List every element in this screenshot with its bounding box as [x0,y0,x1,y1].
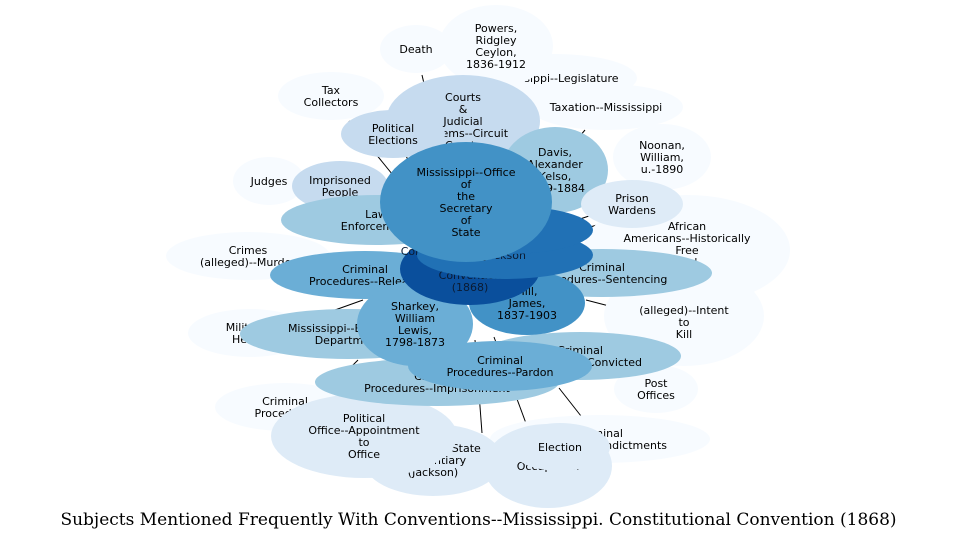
node-political-office: Political Office--Appointment to Office [271,394,457,478]
node-label: Political Office--Appointment to Office [308,412,420,461]
node-election: Election [510,423,610,471]
edge-line [334,299,364,311]
bubbles-layer: Crimes(alleged)--IntenttoKillAfricanAmer… [166,5,790,508]
node-label: Imprisoned People [309,174,371,199]
node-bubble [278,72,384,120]
node-hub: Mississippi--Office of the Secretary of State [380,142,552,262]
node-bubble [380,25,452,73]
node-label: Powers, Ridgley Ceylon, 1836-1912 [466,22,526,71]
node-label: Noonan, William, u.-1890 [639,139,685,176]
node-label: Prison Wardens [608,192,656,217]
node-bubble [510,423,610,471]
node-label: Mississippi--Office of the Secretary of State [417,166,516,239]
node-label: Judges [250,175,288,188]
node-noonan: Noonan, William, u.-1890 [613,124,711,190]
node-label: Hill, James, 1837-1903 [497,285,557,322]
node-label: Death [399,43,432,56]
node-sharkey: Sharkey, William Lewis, 1798-1873 [357,282,473,366]
edge-line [558,387,582,417]
node-tax-collectors: Tax Collectors [278,72,384,120]
node-bubble [380,142,552,262]
node-post-offices: Post Offices [614,365,698,413]
node-bubble [614,365,698,413]
node-judges: Judges [233,157,305,205]
node-label: Davis, Alexander Kelso, 1839-1884 [525,146,585,195]
node-bubble [439,5,553,87]
node-political-elections: Political Elections [341,110,445,158]
node-taxation: Taxation--Mississippi [529,84,683,130]
node-powers: Powers, Ridgley Ceylon, 1836-1912 [439,5,553,87]
node-bubble [581,180,683,228]
node-bubble [341,110,445,158]
node-label: Tax Collectors [304,84,359,109]
node-label: Taxation--Mississippi [549,101,663,114]
diagram-title: Subjects Mentioned Frequently With Conve… [60,510,897,530]
node-label: Election [538,441,582,454]
node-label: Criminal Procedures--Release [309,263,421,288]
node-label: Criminal Procedures--Pardon [447,354,554,379]
node-bubble [613,124,711,190]
node-bubble [271,394,457,478]
node-bubble [233,157,305,205]
node-death: Death [380,25,452,73]
node-bubble [357,282,473,366]
node-label: Crimes (alleged)--Murder [200,244,296,269]
node-label: Sharkey, William Lewis, 1798-1873 [385,300,445,349]
node-prison-wardens: Prison Wardens [581,180,683,228]
node-bubble [529,84,683,130]
node-label: Post Offices [637,377,675,402]
node-label: Political Elections [368,122,418,147]
